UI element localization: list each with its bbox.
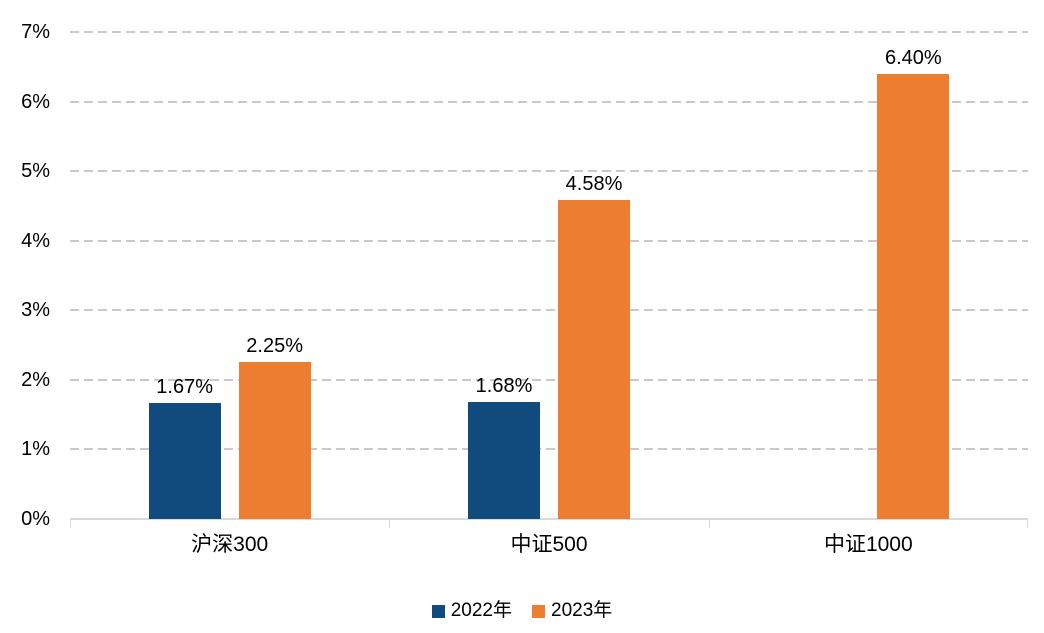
legend: 2022年 2023年 bbox=[0, 598, 1044, 624]
y-axis-tick-label: 2% bbox=[21, 368, 50, 391]
legend-swatch-0 bbox=[431, 604, 445, 618]
gridline bbox=[70, 170, 1028, 173]
x-axis-category-label: 中证1000 bbox=[823, 533, 913, 556]
bar-value-label: 2.25% bbox=[246, 335, 304, 358]
y-axis-tick-label: 4% bbox=[21, 229, 50, 252]
bar-value-label: 4.58% bbox=[565, 173, 623, 196]
gridline bbox=[70, 378, 1028, 381]
bar-series-1-cat-1 bbox=[558, 200, 630, 519]
y-axis-tick-label: 7% bbox=[21, 21, 50, 43]
gridline bbox=[70, 239, 1028, 242]
bar-series-0-cat-0 bbox=[148, 402, 221, 519]
x-axis-category-label: 中证500 bbox=[510, 533, 588, 556]
plot-area: 1.67% 1.68% 2.25% 4.58% 6.40% bbox=[70, 31, 1028, 528]
bar-value-label: 6.40% bbox=[884, 46, 942, 69]
gridline bbox=[70, 31, 1028, 33]
y-axis-tick-label: 3% bbox=[21, 299, 50, 322]
y-axis-tick-label: 6% bbox=[21, 90, 50, 113]
y-axis-tick-label: 0% bbox=[21, 508, 50, 530]
legend-item: 2023年 bbox=[532, 598, 612, 624]
gridline bbox=[70, 100, 1028, 103]
legend-label: 2022年 bbox=[450, 600, 512, 621]
x-axis-line bbox=[70, 518, 1028, 520]
gridline bbox=[70, 309, 1028, 312]
legend-item: 2022年 bbox=[431, 598, 512, 624]
bar-series-1-cat-2 bbox=[877, 73, 950, 519]
legend-swatch-1 bbox=[532, 604, 545, 618]
gridline bbox=[70, 448, 1028, 451]
legend-label: 2023年 bbox=[551, 600, 613, 621]
x-axis-tick bbox=[389, 519, 391, 528]
bar-series-1-cat-0 bbox=[238, 362, 311, 519]
bar-value-label: 1.67% bbox=[156, 375, 214, 398]
y-axis-tick-label: 5% bbox=[21, 160, 50, 183]
x-axis-tick bbox=[1027, 519, 1028, 528]
bar-value-label: 1.68% bbox=[475, 375, 533, 398]
x-axis-tick bbox=[708, 519, 710, 528]
x-axis-category-label: 沪深300 bbox=[191, 533, 269, 556]
y-axis-tick-label: 1% bbox=[21, 438, 50, 461]
x-axis-tick bbox=[70, 519, 71, 528]
bar-series-0-cat-1 bbox=[468, 402, 540, 519]
